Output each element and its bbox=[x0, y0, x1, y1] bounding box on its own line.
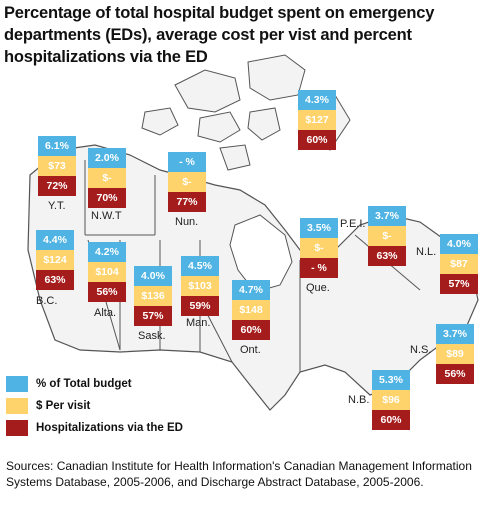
hospitalizations-value: - % bbox=[300, 258, 338, 278]
legend: % of Total budget $ Per visit Hospitaliz… bbox=[6, 374, 183, 440]
legend-label: Hospitalizations via the ED bbox=[36, 422, 183, 434]
region-sask: 4.0% $136 57% bbox=[134, 266, 172, 326]
legend-item: $ Per visit bbox=[6, 396, 183, 416]
region-label-ns: N.S. bbox=[410, 344, 432, 356]
pct-budget-value: 3.7% bbox=[436, 324, 474, 344]
hospitalizations-value: 63% bbox=[368, 246, 406, 266]
pct-budget-value: 4.4% bbox=[36, 230, 74, 250]
hospitalizations-value: 72% bbox=[38, 176, 76, 196]
region-label-ont: Ont. bbox=[240, 344, 261, 356]
region-label-alta: Alta. bbox=[94, 307, 117, 319]
legend-swatch bbox=[6, 398, 28, 414]
region-nun: - % $- 77% bbox=[168, 152, 206, 212]
region-ns: 3.7% $89 56% bbox=[436, 324, 474, 384]
hospitalizations-value: 56% bbox=[436, 364, 474, 384]
cost-per-visit-value: $103 bbox=[181, 276, 219, 296]
cost-per-visit-value: $104 bbox=[88, 262, 126, 282]
pct-budget-value: 4.3% bbox=[298, 90, 336, 110]
region-label-yt: Y.T. bbox=[48, 200, 66, 212]
legend-swatch bbox=[6, 420, 28, 436]
hospitalizations-value: 70% bbox=[88, 188, 126, 208]
pct-budget-value: 4.0% bbox=[134, 266, 172, 286]
legend-item: % of Total budget bbox=[6, 374, 183, 394]
region-label-nun: Nun. bbox=[175, 216, 199, 228]
region-que: 3.5% $- - % bbox=[300, 218, 338, 278]
region-canada: 4.3% $127 60% bbox=[298, 90, 336, 150]
pct-budget-value: 3.5% bbox=[300, 218, 338, 238]
region-nwt: 2.0% $- 70% bbox=[88, 148, 126, 208]
region-man: 4.5% $103 59% bbox=[181, 256, 219, 316]
cost-per-visit-value: $89 bbox=[436, 344, 474, 364]
pct-budget-value: 4.7% bbox=[232, 280, 270, 300]
region-bc: 4.4% $124 63% bbox=[36, 230, 74, 290]
region-label-bc: B.C. bbox=[36, 295, 58, 307]
region-label-man: Man. bbox=[186, 317, 211, 329]
region-label-que: Que. bbox=[306, 282, 330, 294]
region-nl: 4.0% $87 57% bbox=[440, 234, 478, 294]
region-nb: 5.3% $96 60% bbox=[372, 370, 410, 430]
cost-per-visit-value: $- bbox=[368, 226, 406, 246]
cost-per-visit-value: $73 bbox=[38, 156, 76, 176]
cost-per-visit-value: $- bbox=[88, 168, 126, 188]
cost-per-visit-value: $- bbox=[168, 172, 206, 192]
region-pei: 3.7% $- 63% bbox=[368, 206, 406, 266]
pct-budget-value: - % bbox=[168, 152, 206, 172]
cost-per-visit-value: $148 bbox=[232, 300, 270, 320]
sources-note: Sources: Canadian Institute for Health I… bbox=[6, 459, 472, 489]
cost-per-visit-value: $87 bbox=[440, 254, 478, 274]
hospitalizations-value: 63% bbox=[36, 270, 74, 290]
region-label-nl: N.L. bbox=[416, 246, 437, 258]
region-alta: 4.2% $104 56% bbox=[88, 242, 126, 302]
hospitalizations-value: 59% bbox=[181, 296, 219, 316]
cost-per-visit-value: $- bbox=[300, 238, 338, 258]
region-label-nwt: N.W.T bbox=[91, 210, 122, 222]
cost-per-visit-value: $124 bbox=[36, 250, 74, 270]
pct-budget-value: 4.5% bbox=[181, 256, 219, 276]
chart-title: Percentage of total hospital budget spen… bbox=[4, 4, 435, 66]
hospitalizations-value: 77% bbox=[168, 192, 206, 212]
hospitalizations-value: 60% bbox=[298, 130, 336, 150]
region-yt: 6.1% $73 72% bbox=[38, 136, 76, 196]
pct-budget-value: 4.2% bbox=[88, 242, 126, 262]
pct-budget-value: 3.7% bbox=[368, 206, 406, 226]
hospitalizations-value: 57% bbox=[134, 306, 172, 326]
legend-item: Hospitalizations via the ED bbox=[6, 418, 183, 438]
hospitalizations-value: 60% bbox=[372, 410, 410, 430]
pct-budget-value: 5.3% bbox=[372, 370, 410, 390]
hospitalizations-value: 57% bbox=[440, 274, 478, 294]
hudson-bay bbox=[229, 214, 293, 293]
pct-budget-value: 2.0% bbox=[88, 148, 126, 168]
legend-label: % of Total budget bbox=[36, 378, 132, 390]
hospitalizations-value: 60% bbox=[232, 320, 270, 340]
legend-label: $ Per visit bbox=[36, 400, 91, 412]
region-ont: 4.7% $148 60% bbox=[232, 280, 270, 340]
pct-budget-value: 4.0% bbox=[440, 234, 478, 254]
cost-per-visit-value: $96 bbox=[372, 390, 410, 410]
region-label-nb: N.B. bbox=[348, 394, 370, 406]
cost-per-visit-value: $127 bbox=[298, 110, 336, 130]
legend-swatch bbox=[6, 376, 28, 392]
region-label-sask: Sask. bbox=[138, 330, 166, 342]
hospitalizations-value: 56% bbox=[88, 282, 126, 302]
cost-per-visit-value: $136 bbox=[134, 286, 172, 306]
pct-budget-value: 6.1% bbox=[38, 136, 76, 156]
region-label-pei: P.E.I. bbox=[340, 218, 366, 230]
